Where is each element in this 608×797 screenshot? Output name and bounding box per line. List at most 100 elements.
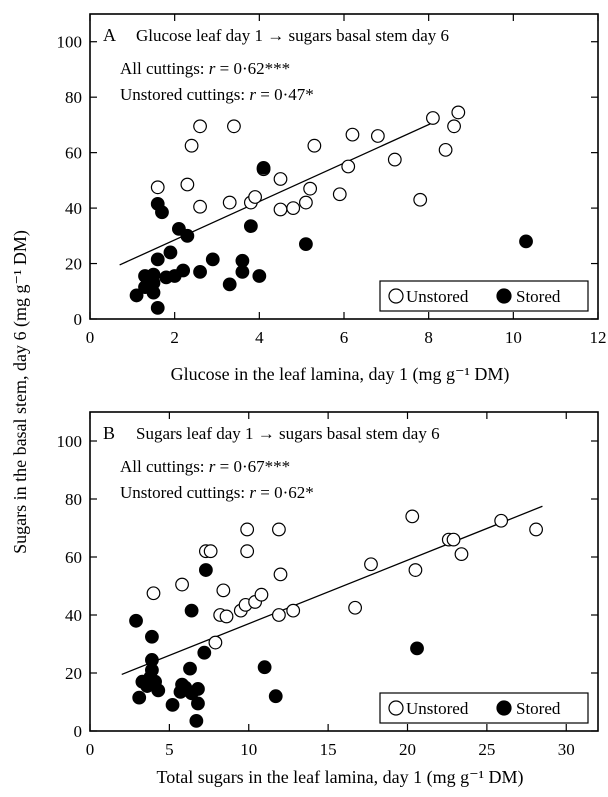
panel-a-legend-stored-label: Stored bbox=[516, 287, 561, 306]
panel-b-stored-point bbox=[198, 563, 213, 577]
panel-a-letter: A bbox=[103, 25, 116, 45]
panel-a-x-tick-label: 6 bbox=[340, 328, 349, 347]
panel-b-stored-point bbox=[268, 689, 283, 704]
panel-b-unstored-point bbox=[529, 522, 543, 537]
panel-a-y-tick-label: 100 bbox=[57, 33, 83, 52]
panel-a-unstored-point bbox=[447, 119, 461, 134]
panel-b-unstored-point bbox=[272, 608, 286, 622]
panel-b-y-tick-label: 60 bbox=[65, 548, 82, 567]
panel-b-x-tick-label: 30 bbox=[558, 740, 575, 759]
panel-b-unstored-point bbox=[405, 509, 420, 524]
panel-a-unstored-point bbox=[303, 181, 318, 196]
panel-b-x-tick-label: 10 bbox=[240, 740, 257, 759]
panel-a-stored-point bbox=[193, 264, 207, 279]
panel-b-stored-point bbox=[165, 698, 180, 712]
panel-b-stored-point bbox=[183, 661, 197, 676]
panel-b-unstored-point bbox=[364, 557, 378, 572]
panel-a-stored-point bbox=[205, 252, 220, 267]
panel-a-legend-stored-marker bbox=[496, 288, 512, 304]
panel-b-stored-point bbox=[151, 683, 166, 698]
panel-b-y-tick-label: 100 bbox=[57, 432, 83, 451]
panel-b-x-tick-label: 15 bbox=[320, 740, 337, 759]
panel-a: 0 20 40 60 80 100 0 2 4 6 8 10 12 Glucose in the leaf… bbox=[57, 13, 607, 385]
panel-b-unstored-point bbox=[348, 600, 363, 615]
panel-a-unstored-point bbox=[370, 129, 385, 143]
panel-b-unstored-point bbox=[203, 544, 218, 559]
panel-a-title: Glucose leaf day 1 → sugars basal stem d… bbox=[136, 26, 449, 45]
panel-b-unstored-point bbox=[494, 513, 509, 528]
panel-a-x-tick-label: 4 bbox=[255, 328, 264, 347]
panel-a-annotation: Unstored cuttings: r = 0·47* bbox=[120, 85, 314, 104]
panel-a-stored-point bbox=[180, 228, 195, 243]
panel-a-stored-point bbox=[222, 277, 237, 292]
panel-a-y-tick-label: 20 bbox=[65, 255, 82, 274]
panel-b-y-tick-label: 80 bbox=[65, 490, 82, 509]
panel-b-x-tick-label: 0 bbox=[86, 740, 95, 759]
panel-a-stored-point bbox=[146, 285, 161, 300]
panel-b-legend-stored-marker bbox=[496, 700, 512, 716]
panel-b-unstored-point bbox=[208, 635, 223, 650]
panel-a-y-tick-label: 80 bbox=[65, 88, 82, 107]
panel-a-x-tick-label: 2 bbox=[170, 328, 179, 347]
panel-a-stored-point bbox=[150, 301, 165, 315]
panel-a-stored-point bbox=[176, 263, 191, 278]
panel-b-letter: B bbox=[103, 423, 115, 443]
panel-a-stored-point bbox=[155, 205, 169, 220]
panel-b: 0 20 40 60 80 100 0 5 10 15 20 25 30 Total sugars in … bbox=[57, 411, 599, 788]
panel-b-annotation: All cuttings: r = 0·67*** bbox=[120, 457, 290, 476]
panel-b-stored-point bbox=[191, 696, 205, 711]
panel-b-unstored-point bbox=[254, 587, 269, 602]
panel-b-stored-point bbox=[191, 682, 205, 696]
panel-b-stored-point bbox=[132, 690, 147, 705]
panel-b-unstored-point bbox=[216, 583, 231, 598]
panel-a-stored-point bbox=[146, 267, 161, 282]
panel-b-stored-point bbox=[184, 603, 199, 618]
panel-a-x-tick-label: 0 bbox=[86, 328, 95, 347]
panel-b-unstored-point bbox=[146, 586, 161, 601]
panel-b-x-tick-label: 20 bbox=[399, 740, 416, 759]
panel-a-x-tick-label: 12 bbox=[590, 328, 607, 347]
panel-a-unstored-point bbox=[193, 119, 207, 134]
panel-b-regression-line bbox=[121, 505, 543, 676]
panel-a-stored-point bbox=[252, 269, 267, 283]
panel-a-unstored-point bbox=[248, 190, 263, 204]
panel-b-unstored-point bbox=[175, 577, 189, 592]
panel-a-unstored-point bbox=[180, 177, 195, 192]
panel-a-legend-unstored-label: Unstored bbox=[406, 287, 469, 306]
panel-b-x-tick-label: 5 bbox=[165, 740, 174, 759]
panel-a-legend-unstored-marker bbox=[388, 288, 404, 304]
panel-a-annotation: All cuttings: r = 0·62*** bbox=[120, 59, 290, 78]
panel-a-unstored-point bbox=[413, 192, 428, 207]
panel-b-legend-unstored-marker bbox=[388, 700, 404, 716]
panel-b-stored-point bbox=[189, 713, 204, 728]
panel-a-unstored-point bbox=[273, 172, 288, 186]
panel-a-unstored-point bbox=[184, 138, 199, 153]
panel-b-unstored-point bbox=[219, 609, 234, 624]
panel-b-y-tick-label: 0 bbox=[74, 722, 83, 741]
panel-a-unstored-point bbox=[438, 142, 453, 157]
panel-b-unstored-point bbox=[272, 522, 286, 537]
panel-b-annotation: Unstored cuttings: r = 0·62* bbox=[120, 483, 314, 502]
panel-a-stored-point bbox=[129, 288, 144, 303]
panel-a-unstored-point bbox=[286, 201, 301, 215]
panel-b-unstored-point bbox=[273, 567, 288, 582]
panel-b-plot-frame bbox=[89, 411, 599, 732]
panel-a-x-tick-label: 10 bbox=[505, 328, 522, 347]
panel-b-unstored-point bbox=[408, 563, 423, 577]
panel-a-unstored-point bbox=[299, 195, 313, 210]
panel-b-legend-box bbox=[379, 692, 589, 724]
panel-a-regression-line bbox=[119, 120, 438, 266]
panel-b-y-tick-label: 20 bbox=[65, 664, 82, 683]
panel-a-unstored-point bbox=[193, 199, 207, 214]
panel-a-stored-point bbox=[243, 219, 258, 234]
panel-a-stored-point bbox=[256, 160, 271, 175]
panel-b-legend-stored-label: Stored bbox=[516, 699, 561, 718]
panel-a-unstored-point bbox=[227, 119, 241, 134]
panel-b-unstored-point bbox=[454, 547, 469, 561]
panel-b-y-tick-label: 40 bbox=[65, 606, 82, 625]
panel-a-unstored-point bbox=[222, 195, 237, 210]
panel-b-x-axis-title: Total sugars in the leaf lamina, day 1 (… bbox=[156, 767, 523, 788]
panel-a-stored-point bbox=[235, 264, 250, 279]
panel-b-legend-unstored-label: Unstored bbox=[406, 699, 469, 718]
panel-a-y-tick-label: 60 bbox=[65, 144, 82, 163]
